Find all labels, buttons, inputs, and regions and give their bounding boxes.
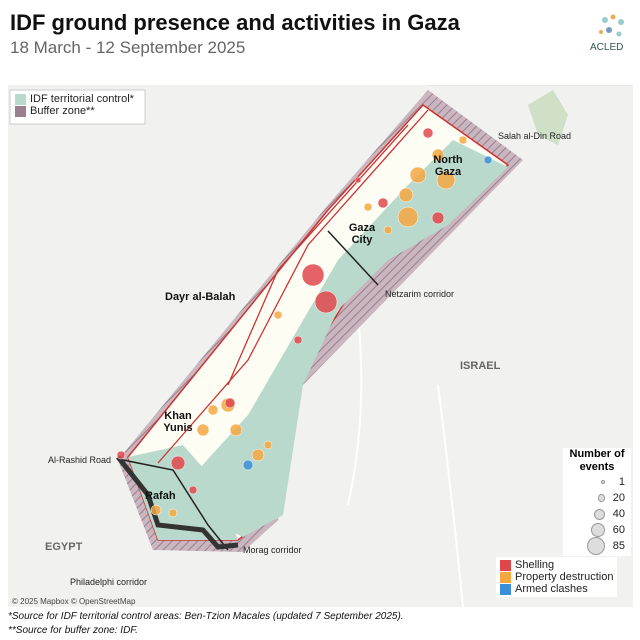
place-label: Rafah [145, 490, 176, 502]
size-legend-item: 40 [563, 506, 631, 522]
event-marker [431, 211, 445, 225]
event-marker [207, 404, 219, 416]
legend-label: IDF territorial control* [30, 93, 134, 105]
event-marker [436, 170, 456, 190]
event-marker [273, 310, 283, 320]
event-marker [168, 508, 178, 518]
event-marker [483, 155, 493, 165]
event-marker [377, 197, 389, 209]
legend-item: Property destruction [500, 571, 613, 583]
place-label: Khan Yunis [163, 410, 193, 434]
road-label: Morag corridor [243, 545, 302, 555]
size-label: 85 [612, 540, 625, 552]
event-marker [363, 202, 373, 212]
size-label: 20 [612, 492, 625, 504]
event-marker [398, 187, 414, 203]
size-swatch [587, 537, 605, 555]
size-label: 60 [612, 524, 625, 536]
event-marker [150, 504, 162, 516]
title: IDF ground presence and activities in Ga… [10, 10, 460, 35]
event-marker [263, 440, 273, 450]
event-marker [242, 459, 254, 471]
legend-item: Armed clashes [500, 583, 613, 595]
size-legend-title: Number of events [569, 448, 625, 473]
event-marker [431, 148, 445, 162]
size-legend-item: 1 [563, 474, 631, 490]
event-marker [383, 225, 393, 235]
place-label: Gaza City [348, 222, 376, 246]
country-label: EGYPT [45, 541, 83, 553]
road-label: Netzarim corridor [385, 289, 455, 299]
footnote: **Source for buffer zone: IDF. [8, 625, 138, 636]
road-label: Al-Rashid Road [48, 455, 112, 465]
event-marker [409, 166, 427, 184]
size-label: 1 [618, 476, 625, 488]
event-marker [422, 127, 434, 139]
road-label: Salah al-Din Road [498, 131, 572, 141]
event-marker [224, 397, 236, 409]
size-legend: Number of events 1 20 40 60 85 [563, 448, 631, 556]
event-marker [314, 290, 338, 314]
event-legend: Shelling Property destruction Armed clas… [496, 557, 618, 597]
legend-label: Property destruction [515, 571, 614, 583]
legend-label: Shelling [515, 559, 555, 571]
size-legend-item: 20 [563, 490, 631, 506]
size-swatch [601, 480, 605, 484]
footnote: *Source for IDF territorial control area… [8, 611, 404, 622]
legend-label: Armed clashes [515, 583, 588, 595]
size-label: 40 [612, 508, 625, 520]
logo: ACLED [590, 42, 624, 53]
event-marker [251, 448, 265, 462]
event-marker [397, 206, 419, 228]
legend-item: IDF territorial control* [15, 93, 134, 105]
size-swatch [594, 508, 605, 520]
event-marker [170, 455, 186, 471]
event-marker [354, 176, 362, 184]
size-swatch [590, 522, 605, 538]
event-marker [458, 135, 468, 145]
credit: © 2025 Mapbox © OpenStreetMap [12, 597, 136, 606]
country-label: ISRAEL [460, 360, 501, 372]
place-label: North Gaza [433, 154, 463, 178]
map [8, 85, 633, 607]
event-marker [229, 423, 243, 437]
legend-item: Buffer zone** [15, 105, 134, 117]
size-legend-item: 85 [563, 537, 631, 555]
legend-label: Buffer zone** [30, 105, 95, 117]
size-swatch [597, 494, 605, 502]
road-label: Philadelphi corridor [70, 577, 148, 587]
logo-mark [599, 14, 624, 37]
event-marker [116, 450, 126, 460]
event-marker [188, 485, 198, 495]
legend-item: Shelling [500, 559, 613, 571]
event-marker [293, 335, 303, 345]
event-marker [196, 423, 210, 437]
size-legend-item: 60 [563, 522, 631, 538]
place-label: Dayr al-Balah [165, 291, 236, 303]
subtitle: 18 March - 12 September 2025 [10, 38, 246, 57]
event-marker [301, 263, 325, 287]
